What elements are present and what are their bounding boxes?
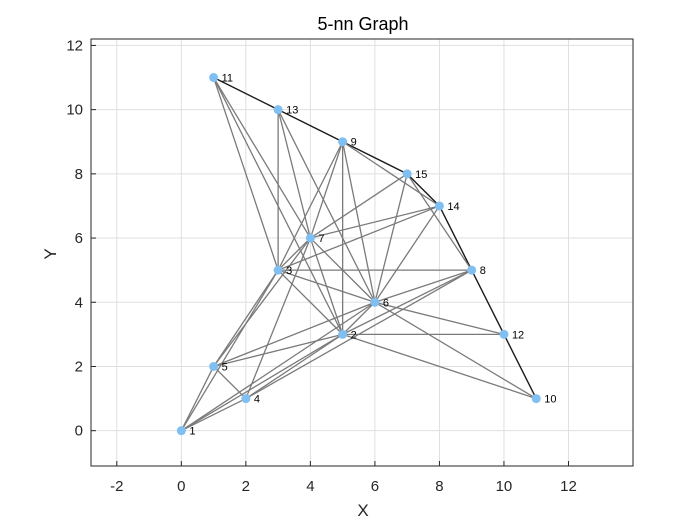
edge-7-4: [245, 237, 312, 400]
edge-15-7: [309, 173, 408, 239]
edge-15-8: [406, 173, 473, 271]
edge-2-8: [341, 269, 473, 336]
edge-9-3: [277, 141, 344, 271]
plot-frame: [90, 38, 634, 467]
edge-14-3: [277, 205, 441, 271]
node-8: [467, 265, 477, 275]
edge-11-7: [212, 76, 312, 239]
node-10: [531, 394, 541, 404]
edge-9-15: [341, 141, 408, 175]
x-tick-label: 6: [371, 478, 379, 495]
node-label-10: 10: [544, 394, 556, 406]
edge-14-6: [374, 205, 441, 303]
node-7: [305, 233, 315, 243]
y-tick-label: 8: [75, 166, 83, 183]
node-label-11: 11: [222, 73, 233, 85]
node-11: [209, 73, 219, 83]
x-tick-label: 2: [242, 478, 250, 495]
edge-3-1: [180, 269, 279, 432]
edge-2-4: [245, 333, 344, 400]
node-label-9: 9: [351, 137, 357, 149]
edge-5-1: [180, 365, 215, 432]
edge-2-10: [341, 333, 537, 400]
edges: [180, 76, 537, 432]
x-tick-label: 0: [177, 478, 185, 495]
node-9: [338, 137, 348, 147]
edge-6-5: [212, 301, 376, 368]
node-6: [370, 297, 380, 307]
edge-7-3: [277, 237, 312, 271]
edge-8-12: [470, 269, 505, 336]
edge-6-8: [374, 269, 473, 303]
y-tick-label: 10: [66, 102, 83, 119]
edge-11-13: [212, 76, 279, 111]
edge-12-10: [503, 333, 537, 400]
node-label-13: 13: [286, 105, 298, 117]
x-tick-label: 4: [306, 478, 314, 495]
edge-6-1: [180, 301, 376, 432]
edge-4-1: [180, 397, 247, 432]
edge-2-1: [180, 333, 344, 432]
edge-14-8: [438, 205, 473, 271]
node-3: [273, 265, 283, 275]
edge-9-14: [341, 141, 441, 207]
y-tick-label: 6: [75, 230, 83, 247]
edge-6-2: [341, 301, 376, 336]
edge-9-6: [341, 141, 376, 303]
node-13: [273, 105, 283, 115]
node-label-1: 1: [189, 426, 195, 438]
x-tick-label: 8: [435, 478, 443, 495]
node-14: [434, 201, 444, 211]
node-label-8: 8: [480, 265, 486, 277]
node-5: [209, 361, 219, 371]
x-tick-label: 10: [496, 478, 513, 495]
node-label-2: 2: [351, 329, 357, 341]
chart-title: 5-nn Graph: [317, 14, 408, 34]
edge-8-4: [245, 269, 473, 400]
y-tick-label: 12: [66, 37, 83, 54]
y-tick-label: 4: [75, 294, 83, 311]
y-tick-label: 0: [75, 423, 83, 440]
node-label-3: 3: [286, 265, 292, 277]
node-15: [402, 169, 412, 179]
nodes: [176, 73, 541, 436]
edge-14-7: [309, 205, 441, 239]
edge-15-14: [406, 173, 441, 207]
y-tick-label: 2: [75, 358, 83, 375]
node-label-15: 15: [415, 169, 427, 181]
grid: [91, 39, 633, 466]
edge-5-4: [212, 365, 247, 400]
node-12: [499, 329, 509, 339]
edge-9-7: [309, 141, 344, 239]
edge-11-3: [212, 76, 279, 271]
node-label-14: 14: [447, 201, 459, 213]
edge-15-6: [374, 173, 408, 303]
y-axis-label: Y: [41, 248, 60, 259]
x-tick-label: 12: [560, 478, 577, 495]
node-1: [176, 426, 186, 436]
edge-2-5: [212, 333, 344, 368]
edge-3-5: [212, 269, 279, 368]
edge-13-9: [277, 108, 344, 143]
x-tick-label: -2: [110, 478, 123, 495]
x-axis-label: X: [357, 501, 368, 520]
edge-6-10: [374, 301, 537, 400]
edge-7-5: [212, 237, 312, 368]
edge-3-6: [277, 269, 376, 303]
node-label-6: 6: [383, 297, 389, 309]
node-2: [338, 329, 348, 339]
node-label-12: 12: [512, 329, 524, 341]
edge-3-2: [277, 269, 344, 336]
node-label-4: 4: [254, 394, 260, 406]
node-label-5: 5: [222, 361, 228, 373]
node-4: [241, 394, 251, 404]
node-label-7: 7: [318, 233, 324, 245]
